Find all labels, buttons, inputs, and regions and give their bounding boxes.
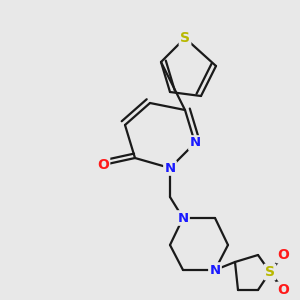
- Text: N: N: [164, 161, 175, 175]
- Text: O: O: [277, 283, 289, 297]
- Text: N: N: [209, 263, 220, 277]
- Text: N: N: [177, 212, 189, 224]
- Text: O: O: [97, 158, 109, 172]
- Text: N: N: [189, 136, 201, 149]
- Text: S: S: [180, 31, 190, 45]
- Text: S: S: [265, 265, 275, 279]
- Text: O: O: [277, 248, 289, 262]
